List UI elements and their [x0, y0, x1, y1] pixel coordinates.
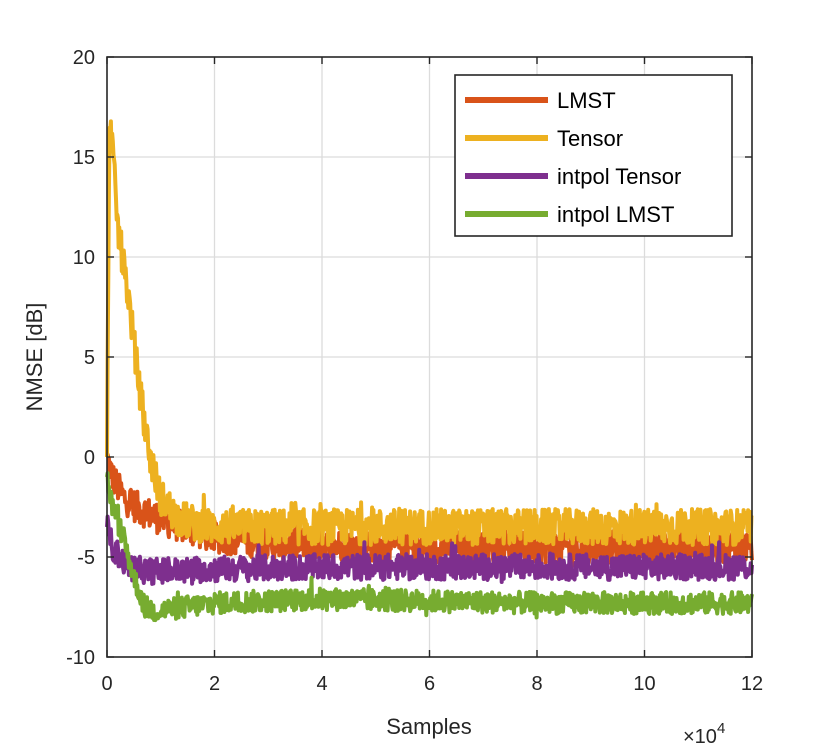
y-tick-label: 10: [73, 247, 95, 269]
legend-label: intpol Tensor: [557, 164, 681, 189]
x-exponent-base: ×10: [683, 726, 717, 748]
legend-label: Tensor: [557, 126, 623, 151]
series-line-intpol-tensor: [105, 514, 754, 586]
x-tick-label: 12: [741, 673, 763, 695]
series-layer: [105, 119, 754, 623]
x-tick-labels: 0 2 4 6 8 10 12: [101, 673, 763, 695]
x-tick-label: 4: [316, 673, 327, 695]
y-tick-label: 5: [84, 347, 95, 369]
legend-label: LMST: [557, 88, 616, 113]
x-tick-label: 10: [633, 673, 655, 695]
x-tick-label: 0: [101, 673, 112, 695]
series-line-intpol-lmst: [105, 471, 754, 623]
y-tick-label: 15: [73, 147, 95, 169]
x-exponent-label: ×104: [683, 720, 725, 748]
x-axis-label: Samples: [386, 714, 472, 739]
y-tick-label: 20: [73, 47, 95, 69]
series-line-tensor: [105, 119, 754, 547]
x-tick-label: 6: [424, 673, 435, 695]
x-tick-label: 2: [209, 673, 220, 695]
y-tick-label: -10: [66, 647, 95, 669]
x-exponent-power: 4: [717, 720, 725, 737]
x-tick-label: 8: [531, 673, 542, 695]
y-axis-label: NMSE [dB]: [22, 303, 47, 412]
legend-label: intpol LMST: [557, 202, 674, 227]
ticks: [106, 56, 753, 658]
y-tick-labels: -10 -5 0 5 10 15 20: [66, 47, 95, 669]
y-tick-label: 0: [84, 447, 95, 469]
y-tick-label: -5: [77, 547, 95, 569]
legend: LMST Tensor intpol Tensor intpol LMST: [454, 74, 733, 237]
